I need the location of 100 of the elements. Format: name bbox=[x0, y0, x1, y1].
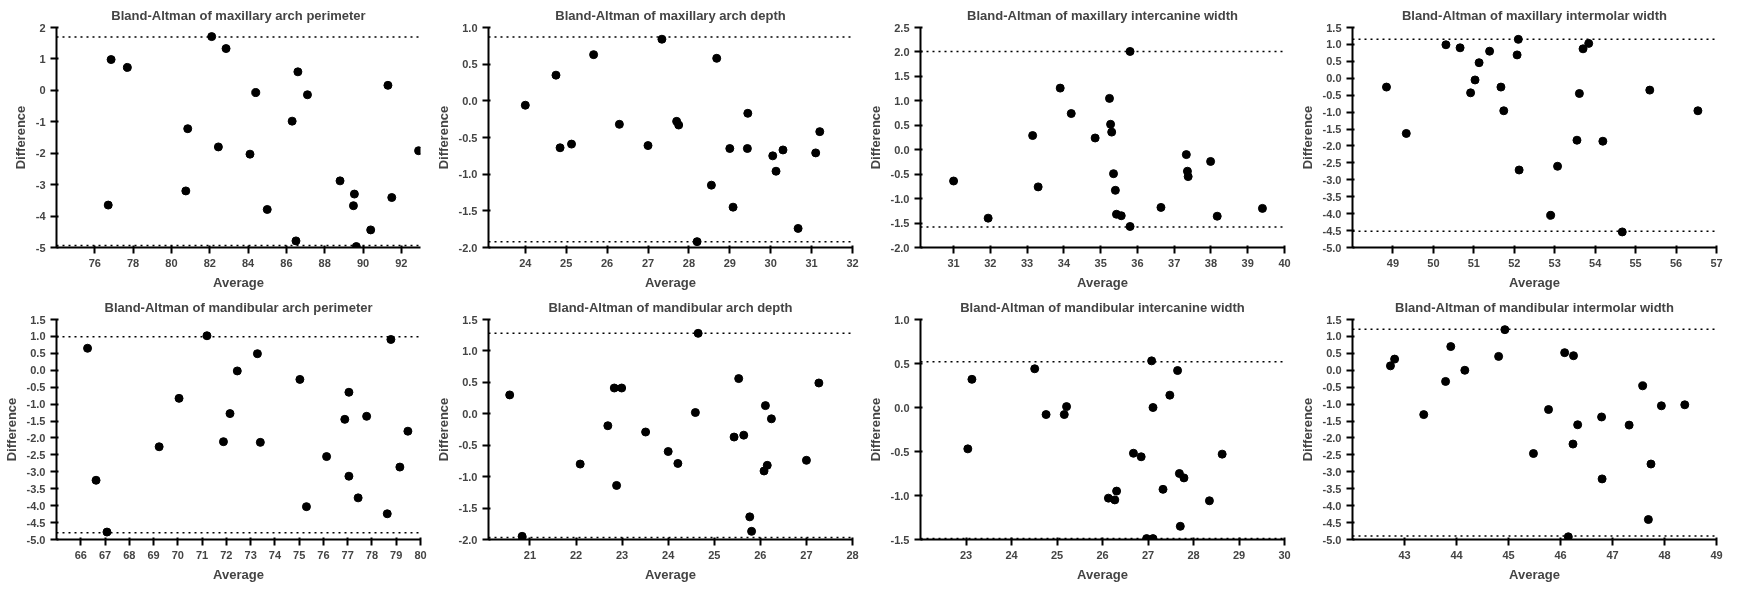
x-tick-label: 44 bbox=[1450, 548, 1464, 561]
y-axis-title: Difference bbox=[435, 105, 451, 170]
y-tick-label: -4.5 bbox=[1322, 224, 1342, 237]
y-tick-label: -4 bbox=[35, 210, 47, 223]
y-tick-label: 0.0 bbox=[462, 407, 478, 420]
y-tick-label: 1.0 bbox=[1326, 330, 1342, 343]
x-tick-label: 76 bbox=[88, 256, 101, 269]
y-tick-label: -5.0 bbox=[1322, 241, 1342, 254]
y-tick-label: -1.0 bbox=[890, 192, 910, 205]
x-tick-label: 23 bbox=[959, 548, 973, 561]
y-tick-label: 1.0 bbox=[462, 21, 478, 34]
x-tick-label: 48 bbox=[1658, 548, 1671, 561]
y-tick-label: -2.5 bbox=[26, 448, 46, 461]
y-tick-label: -3.5 bbox=[1322, 482, 1342, 495]
x-tick-label: 78 bbox=[127, 256, 140, 269]
x-tick-label: 90 bbox=[356, 256, 370, 269]
x-tick-label: 36 bbox=[1131, 256, 1144, 269]
x-tick-label: 78 bbox=[365, 548, 379, 561]
y-tick-label: -5.0 bbox=[26, 533, 46, 546]
y-tick-label: 1.5 bbox=[894, 70, 910, 83]
y-axis-title: Difference bbox=[12, 105, 28, 170]
x-tick-label: 56 bbox=[1669, 256, 1683, 269]
chart-title: Bland-Altman of maxillary intermolar width bbox=[1401, 7, 1668, 23]
x-tick-label: 76 bbox=[317, 548, 330, 561]
x-tick-label: 71 bbox=[195, 548, 209, 561]
x-tick-label: 54 bbox=[1589, 256, 1603, 269]
x-tick-label: 92 bbox=[395, 256, 408, 269]
y-tick-label: -3.5 bbox=[26, 482, 46, 495]
chart-title: Bland-Altman of maxillary arch depth bbox=[555, 7, 786, 23]
y-tick-label: -2.5 bbox=[1322, 156, 1342, 169]
y-tick-label: -3.5 bbox=[1322, 190, 1342, 203]
y-tick-label: -1.5 bbox=[1322, 123, 1342, 136]
x-tick-label: 72 bbox=[220, 548, 233, 561]
chart-title: Bland-Altman of mandibular arch perimeter bbox=[104, 299, 373, 315]
y-tick-label: -4.0 bbox=[26, 499, 46, 512]
y-tick-label: 0.0 bbox=[30, 364, 46, 377]
y-tick-label: -0.5 bbox=[458, 439, 478, 452]
chart-title: Bland-Altman of maxillary intercanine width bbox=[967, 7, 1238, 23]
x-tick-label: 27 bbox=[641, 256, 655, 269]
x-tick-label: 24 bbox=[519, 256, 533, 269]
x-tick-label: 49 bbox=[1386, 256, 1400, 269]
y-tick-label: 0.5 bbox=[462, 376, 478, 389]
y-tick-label: -0.5 bbox=[1322, 381, 1342, 394]
x-tick-label: 47 bbox=[1606, 548, 1619, 561]
y-axis-title: Difference bbox=[867, 105, 883, 170]
y-tick-label: 1.5 bbox=[1326, 21, 1342, 34]
y-tick-label: 0.0 bbox=[894, 401, 910, 414]
y-axis-title: Difference bbox=[867, 397, 883, 462]
x-tick-label: 29 bbox=[723, 256, 736, 269]
chart-title: Bland-Altman of mandibular arch depth bbox=[548, 299, 793, 315]
y-tick-label: -1.5 bbox=[890, 533, 910, 546]
y-tick-label: 1.0 bbox=[894, 313, 910, 326]
x-tick-label: 27 bbox=[1141, 548, 1155, 561]
x-tick-label: 25 bbox=[560, 256, 573, 269]
x-tick-label: 32 bbox=[846, 256, 859, 269]
x-axis-title: Average bbox=[1509, 274, 1560, 290]
y-tick-label: -1.5 bbox=[26, 415, 46, 428]
y-tick-label: 1.0 bbox=[30, 330, 46, 343]
x-tick-label: 67 bbox=[98, 548, 112, 561]
y-tick-label: 0 bbox=[39, 84, 46, 97]
y-axis-title: Difference bbox=[1299, 105, 1315, 170]
y-tick-label: -1.0 bbox=[1322, 106, 1342, 119]
x-tick-label: 70 bbox=[171, 548, 184, 561]
x-tick-label: 80 bbox=[414, 548, 427, 561]
x-tick-label: 22 bbox=[569, 548, 583, 561]
x-tick-label: 26 bbox=[1096, 548, 1109, 561]
y-tick-label: -0.5 bbox=[1322, 89, 1342, 102]
y-tick-label: -1.5 bbox=[458, 502, 478, 515]
x-tick-label: 28 bbox=[1187, 548, 1200, 561]
y-tick-label: -3.0 bbox=[26, 465, 46, 478]
x-tick-label: 55 bbox=[1629, 256, 1642, 269]
x-tick-label: 46 bbox=[1554, 548, 1567, 561]
y-tick-label: -4.5 bbox=[26, 516, 46, 529]
y-tick-label: 1.0 bbox=[894, 94, 910, 107]
chart-title: Bland-Altman of mandibular intermolar width bbox=[1395, 299, 1674, 315]
x-tick-label: 30 bbox=[1278, 548, 1291, 561]
x-tick-label: 49 bbox=[1710, 548, 1723, 561]
x-tick-label: 50 bbox=[1427, 256, 1440, 269]
y-tick-label: -0.5 bbox=[890, 445, 910, 458]
x-tick-label: 26 bbox=[600, 256, 614, 269]
x-tick-label: 27 bbox=[800, 548, 813, 561]
x-tick-label: 29 bbox=[1232, 548, 1246, 561]
x-axis-title: Average bbox=[1509, 566, 1560, 582]
x-tick-label: 69 bbox=[147, 548, 160, 561]
y-tick-label: 2 bbox=[39, 21, 46, 34]
y-tick-label: 1 bbox=[39, 52, 46, 65]
x-axis-title: Average bbox=[1077, 274, 1128, 290]
x-tick-label: 37 bbox=[1168, 256, 1181, 269]
y-tick-label: -5 bbox=[35, 241, 46, 254]
y-tick-label: -1.5 bbox=[890, 217, 910, 230]
y-tick-label: 2.0 bbox=[894, 45, 910, 58]
x-tick-label: 34 bbox=[1057, 256, 1071, 269]
y-tick-label: 1.0 bbox=[1326, 38, 1342, 51]
y-tick-label: -1 bbox=[35, 115, 46, 128]
y-tick-label: 0.5 bbox=[30, 347, 46, 360]
x-tick-label: 84 bbox=[241, 256, 256, 269]
x-tick-label: 51 bbox=[1467, 256, 1480, 269]
y-tick-label: 0.5 bbox=[462, 58, 478, 71]
y-tick-label: -4.5 bbox=[1322, 516, 1342, 529]
x-tick-label: 30 bbox=[764, 256, 777, 269]
